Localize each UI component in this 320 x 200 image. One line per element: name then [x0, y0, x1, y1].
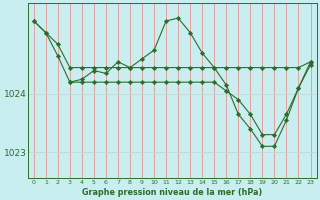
X-axis label: Graphe pression niveau de la mer (hPa): Graphe pression niveau de la mer (hPa)	[82, 188, 262, 197]
